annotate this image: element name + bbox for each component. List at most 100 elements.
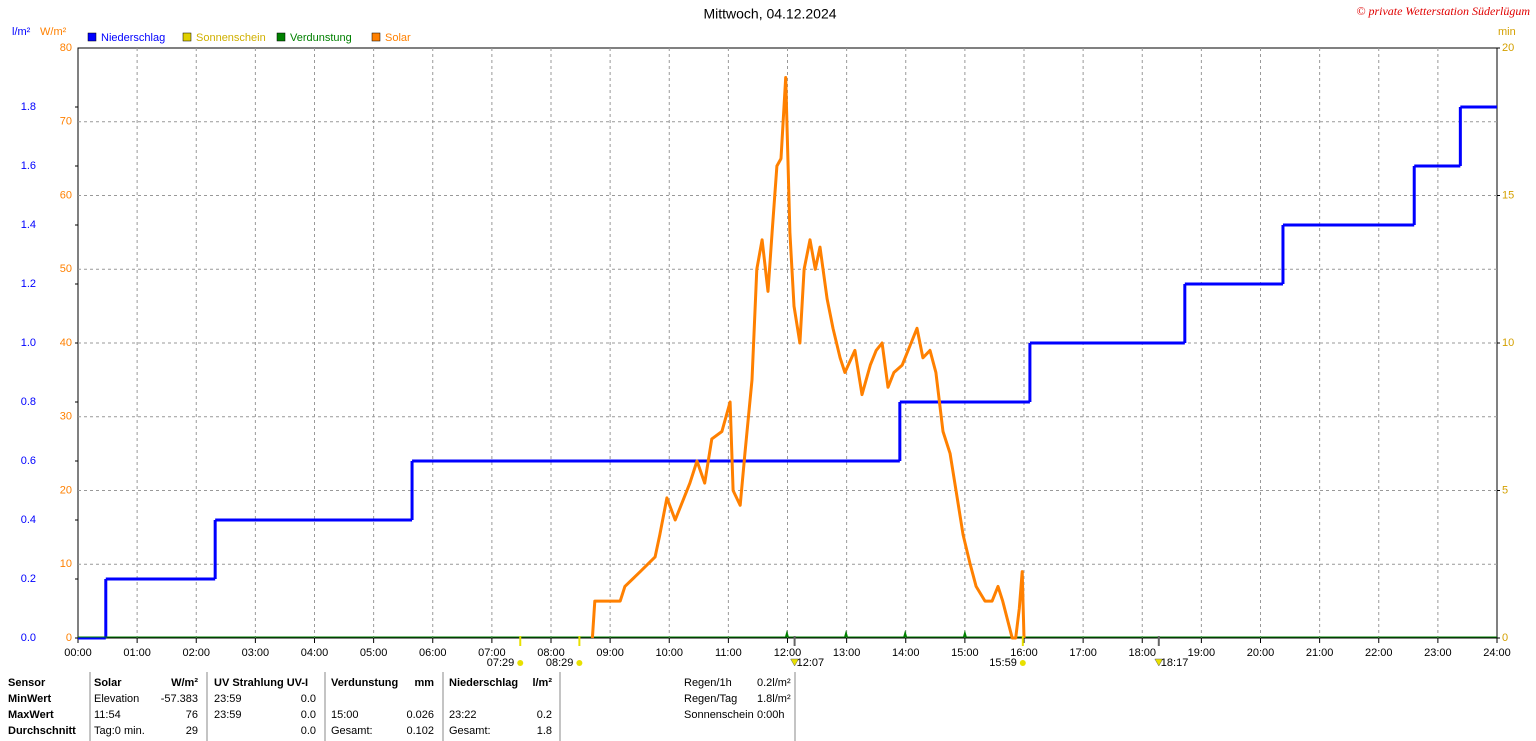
x-tick-label: 10:00 <box>655 647 683 659</box>
x-tick-label: 22:00 <box>1365 647 1393 659</box>
x-tick-label: 03:00 <box>242 647 270 659</box>
x-tick-label: 18:00 <box>1128 647 1156 659</box>
legend-label: Sonnenschein <box>196 32 266 44</box>
chart-title: Mittwoch, 04.12.2024 <box>703 6 836 22</box>
y-tick-label: 1.6 <box>21 160 36 172</box>
y-tick-label: 0.4 <box>21 514 36 526</box>
y2-unit: W/m² <box>40 26 67 38</box>
table-cell: 23:22 <box>449 709 477 721</box>
table-cell: Tag:0 min. <box>94 725 145 737</box>
x-tick-label: 21:00 <box>1306 647 1334 659</box>
table-header: Niederschlag <box>449 677 518 689</box>
table-cell: 0.026 <box>406 709 434 721</box>
info-label: Sonnenschein <box>684 709 754 721</box>
x-tick-label: 01:00 <box>123 647 151 659</box>
table-header: W/m² <box>171 677 198 689</box>
y-tick-label: 0.6 <box>21 455 36 467</box>
y3-tick-label: 15 <box>1502 189 1514 201</box>
y2-tick-label: 80 <box>60 42 72 54</box>
table-cell: 0.0 <box>301 725 316 737</box>
credit: © private Wetterstation Süderlügum <box>1356 4 1530 18</box>
marker-dot <box>517 660 524 666</box>
y3-tick-label: 5 <box>1502 484 1508 496</box>
y3-tick-label: 0 <box>1502 632 1508 644</box>
solar-line <box>590 76 1026 640</box>
y-tick-label: 1.4 <box>21 219 36 231</box>
y2-tick-label: 50 <box>60 263 72 275</box>
table-cell: 15:00 <box>331 709 359 721</box>
table-header: Verdunstung <box>331 677 398 689</box>
x-tick-label: 13:00 <box>833 647 861 659</box>
legend-label: Niederschlag <box>101 32 165 44</box>
table-cell: 29 <box>186 725 198 737</box>
y3-tick-label: 20 <box>1502 42 1514 54</box>
table-cell: Gesamt: <box>331 725 373 737</box>
x-tick-label: 16:00 <box>1010 647 1038 659</box>
x-tick-label: 00:00 <box>64 647 92 659</box>
y-tick-label: 1.2 <box>21 278 36 290</box>
y-tick-label: 1.0 <box>21 337 36 349</box>
info-value: 0.2l/m² <box>757 677 791 689</box>
table-header: mm <box>414 677 434 689</box>
x-tick-label: 11:00 <box>715 647 742 659</box>
x-tick-label: 04:00 <box>301 647 329 659</box>
legend-swatch <box>276 32 286 42</box>
table-header: l/m² <box>532 677 552 689</box>
x-tick-label: 02:00 <box>182 647 210 659</box>
x-tick-label: 06:00 <box>419 647 447 659</box>
x-tick-label: 08:00 <box>537 647 565 659</box>
legend-label: Verdunstung <box>290 32 352 44</box>
table-cell: 11:54 <box>94 709 121 721</box>
info-label: Regen/Tag <box>684 693 737 705</box>
y-tick-label: 0.0 <box>21 632 36 644</box>
info-label: Regen/1h <box>684 677 732 689</box>
table-header: UV Strahlung UV-I <box>214 677 308 689</box>
table-cell: 0.2 <box>537 709 552 721</box>
x-tick-label: 15:00 <box>951 647 979 659</box>
table-header: Solar <box>94 677 122 689</box>
table-cell: MinWert <box>8 693 52 705</box>
table-cell: 0.102 <box>406 725 434 737</box>
info-value: 1.8l/m² <box>757 693 791 705</box>
x-tick-label: 23:00 <box>1424 647 1452 659</box>
y2-tick-label: 70 <box>60 116 72 128</box>
legend-swatch <box>371 32 381 42</box>
x-tick-label: 19:00 <box>1188 647 1216 659</box>
marker-dot <box>576 660 583 666</box>
legend-swatch <box>87 32 97 42</box>
marker-triangle <box>1154 658 1164 667</box>
marker-label: 07:29 <box>487 657 515 669</box>
marker-dot <box>1019 660 1026 666</box>
y2-tick-label: 20 <box>60 484 72 496</box>
marker-triangle <box>790 658 800 667</box>
table-cell: -57.383 <box>161 693 198 705</box>
x-tick-label: 05:00 <box>360 647 388 659</box>
event-marker <box>962 630 967 637</box>
y2-tick-label: 30 <box>60 411 72 423</box>
y3-tick-label: 10 <box>1502 337 1514 349</box>
y-unit: l/m² <box>12 26 31 38</box>
y2-tick-label: 40 <box>60 337 72 349</box>
table-cell: 0.0 <box>301 693 316 705</box>
info-value: 0:00h <box>757 709 785 721</box>
y2-tick-label: 0 <box>66 632 72 644</box>
table-cell: Gesamt: <box>449 725 491 737</box>
y-tick-label: 0.2 <box>21 573 36 585</box>
y-tick-label: 0.8 <box>21 396 36 408</box>
table-cell: 23:59 <box>214 693 242 705</box>
marker-label: 12:07 <box>797 657 825 669</box>
table-cell: Elevation <box>94 693 139 705</box>
x-tick-label: 14:00 <box>892 647 920 659</box>
marker-label: 08:29 <box>546 657 574 669</box>
table-cell: MaxWert <box>8 709 54 721</box>
y3-unit: min <box>1498 26 1516 38</box>
event-marker <box>784 630 789 637</box>
table-cell: 0.0 <box>301 709 316 721</box>
y2-tick-label: 60 <box>60 189 72 201</box>
x-tick-label: 20:00 <box>1247 647 1275 659</box>
table-header: Sensor <box>8 677 46 689</box>
x-tick-label: 24:00 <box>1483 647 1511 659</box>
legend-swatch <box>182 32 192 42</box>
